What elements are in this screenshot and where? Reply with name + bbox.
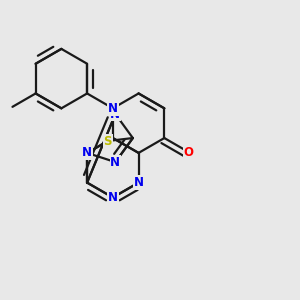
Text: N: N	[108, 102, 118, 115]
Text: O: O	[184, 146, 194, 159]
Text: N: N	[134, 176, 144, 189]
Text: N: N	[108, 191, 118, 204]
Text: N: N	[110, 156, 120, 169]
Text: S: S	[103, 134, 112, 148]
Text: N: N	[110, 107, 120, 121]
Text: N: N	[82, 146, 92, 159]
